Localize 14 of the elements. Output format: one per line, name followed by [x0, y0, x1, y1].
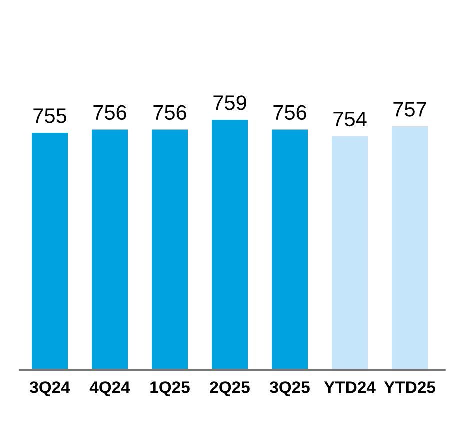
data-label: 757 [394, 102, 426, 117]
data-label: 756 [274, 105, 306, 120]
data-label: 759 [214, 96, 246, 110]
x-tick-label: 1Q25 [150, 382, 190, 396]
data-label: 755 [34, 108, 67, 124]
x-tick-label: 2Q25 [210, 382, 250, 396]
x-tick-label: 4Q24 [90, 382, 130, 396]
x-tick-label: 3Q25 [270, 382, 310, 396]
data-label: 756 [94, 105, 126, 120]
x-tick-label: YTD24 [324, 382, 376, 394]
data-label: 754 [334, 112, 367, 127]
x-tick-label: YTD25 [384, 382, 436, 394]
data-label: 756 [154, 105, 186, 120]
x-tick-label: 3Q24 [30, 382, 70, 396]
